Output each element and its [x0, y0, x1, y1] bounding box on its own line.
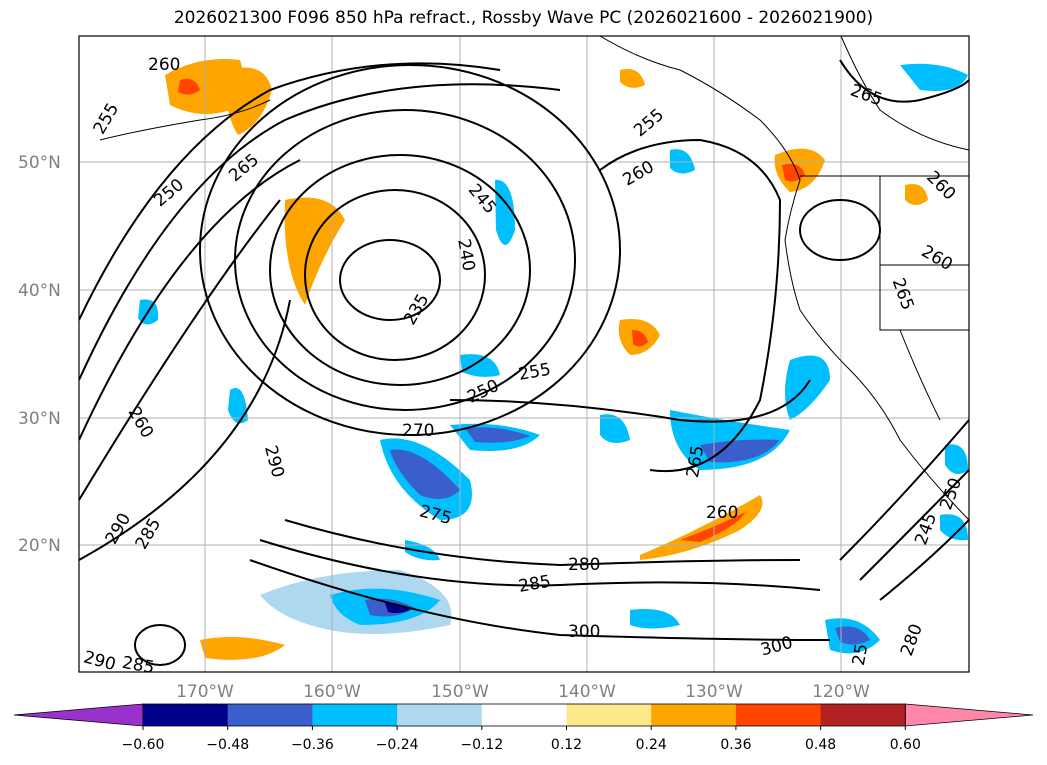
colorbar-tick-label: −0.36: [291, 737, 334, 753]
latitude-labels: 50°N 40°N 30°N 20°N: [18, 153, 61, 556]
state-borders: [879, 265, 969, 421]
colorbar-segment: [735, 704, 822, 726]
colorbar-segment: [820, 704, 906, 726]
colorbar: −0.60 −0.48 −0.36 −0.24 −0.12 0.12 0.24 0.36 0.4…: [13, 703, 1034, 753]
longitude-labels: 170°W 160°W 150°W 140°W 130°W 120°W: [176, 682, 870, 702]
colorbar-tick-label: −0.24: [376, 737, 419, 753]
contour-label: 260: [706, 503, 738, 523]
map-area: [79, 36, 969, 672]
lon-label: 140°W: [558, 682, 616, 702]
colorbar-segment: [481, 704, 567, 726]
colorbar-segment: [227, 704, 313, 726]
lon-label: 120°W: [812, 682, 870, 702]
lat-label: 30°N: [18, 409, 61, 429]
graticule: [79, 36, 969, 672]
lon-label: 150°W: [431, 682, 489, 702]
contour-label: 285: [120, 653, 155, 678]
contour-label: 280: [568, 555, 600, 575]
colorbar-segment: [651, 704, 737, 726]
colorbar-tick-label: 0.12: [551, 737, 582, 753]
colorbar-border: [142, 703, 906, 727]
colorbar-tick-label: 0.24: [636, 737, 667, 753]
colorbar-tick-label: 0.60: [890, 737, 921, 753]
colorbar-segment: [397, 704, 483, 726]
shaded-anomalies: [138, 59, 968, 660]
lon-label: 130°W: [685, 682, 743, 702]
colorbar-tick-label: −0.12: [460, 737, 503, 753]
colorbar-tick-label: 0.36: [720, 737, 751, 753]
colorbar-extend-low: [13, 703, 144, 727]
refractivity-contours: [79, 59, 969, 666]
map-title: 2026021300 F096 850 hPa refract., Rossby…: [173, 8, 874, 28]
map-border: [78, 35, 970, 673]
colorbar-extend-high: [904, 703, 1034, 727]
lat-label: 50°N: [18, 153, 61, 173]
contour-label: 25: [849, 642, 872, 667]
colorbar-tick-label: −0.48: [206, 737, 249, 753]
contour-label: 260: [148, 55, 180, 75]
lon-label: 170°W: [176, 682, 234, 702]
lon-label: 160°W: [303, 682, 361, 702]
colorbar-tick-label: −0.60: [122, 737, 165, 753]
colorbar-segment: [143, 704, 229, 726]
colorbar-tick-label: 0.48: [805, 737, 836, 753]
colorbar-segment: [312, 704, 398, 726]
colorbar-segment: [566, 704, 652, 726]
contour-label: 300: [568, 622, 600, 642]
contour-label: 270: [402, 421, 434, 441]
lat-label: 40°N: [18, 281, 61, 301]
lat-label: 20°N: [18, 536, 61, 556]
